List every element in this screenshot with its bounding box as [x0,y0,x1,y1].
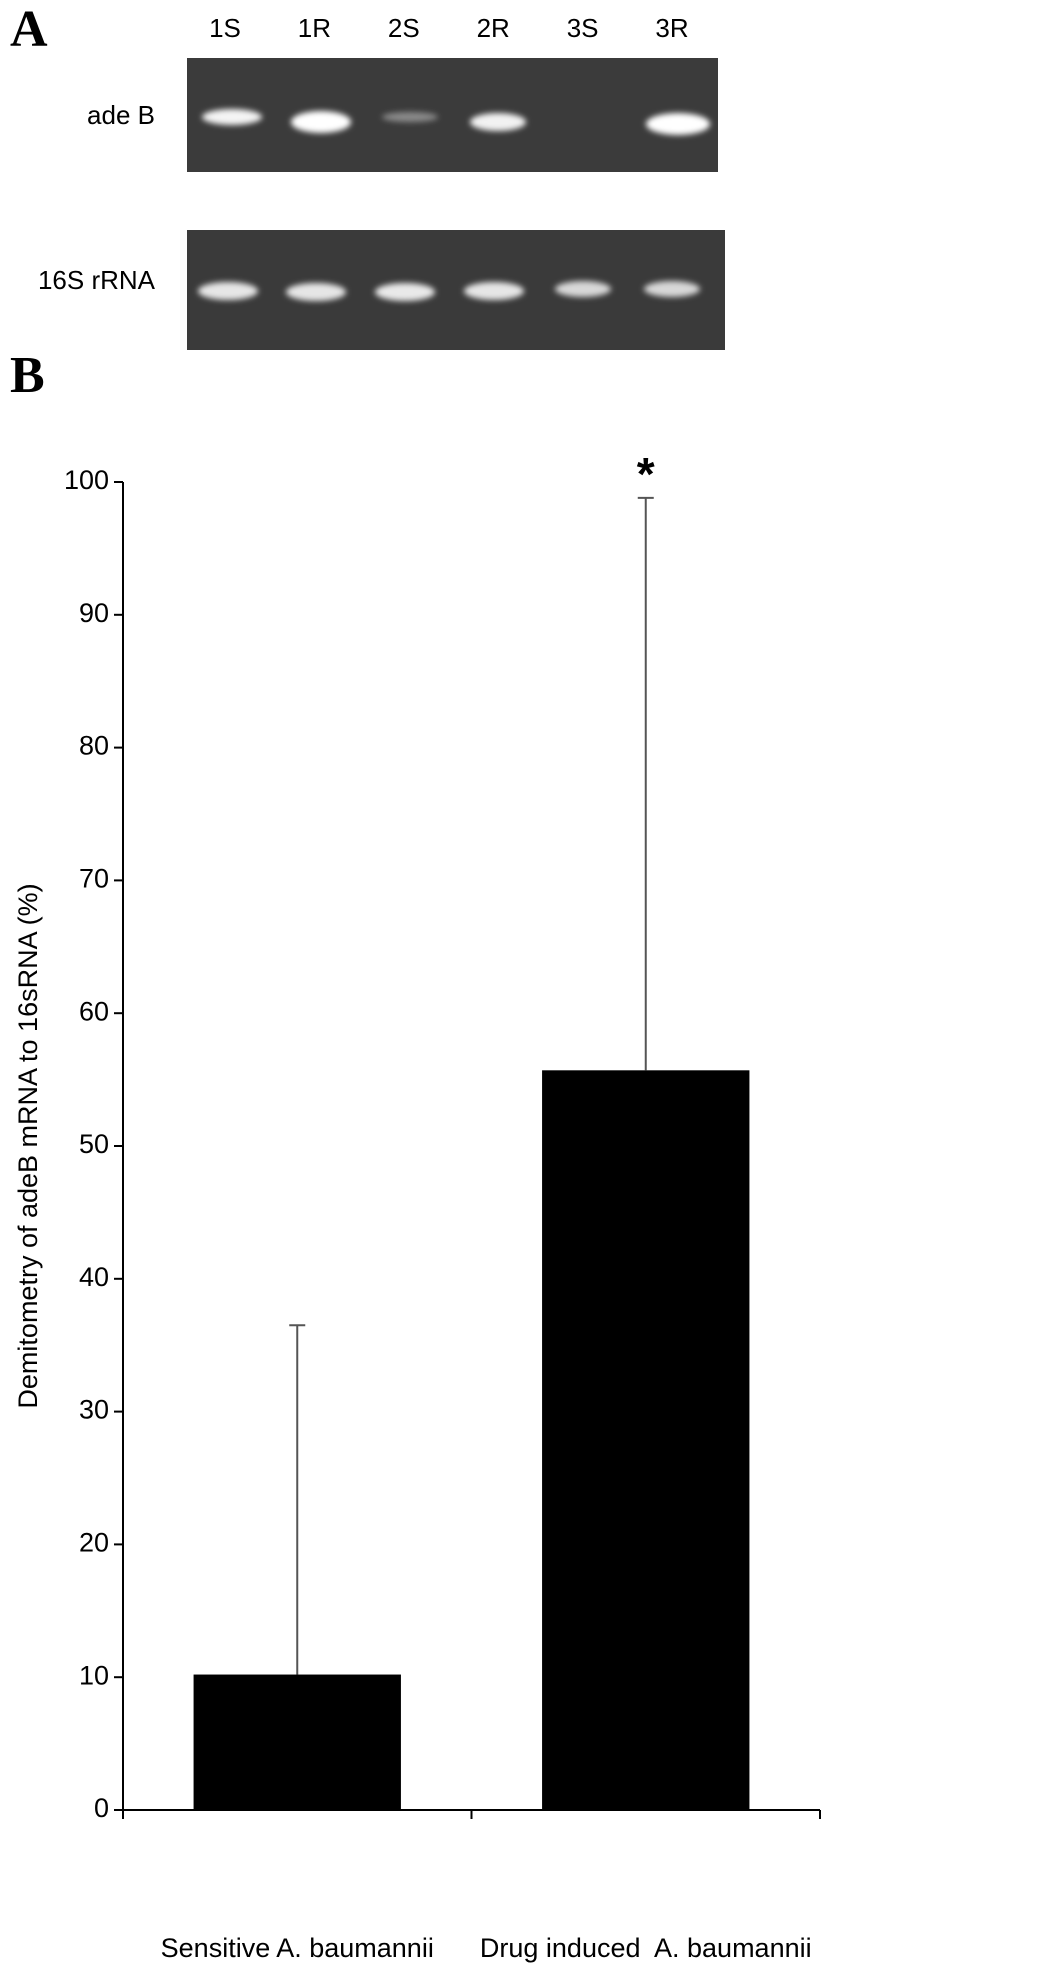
lane-label: 1R [298,13,331,43]
lane-label: 2R [477,13,510,43]
lane-label: 2S [388,13,420,43]
y-axis-label: Demitometry of adeB mRNA to 16sRNA (%) [13,883,43,1408]
bar [193,1674,401,1810]
gel-bands [198,109,710,301]
gel-row-label: 16S rRNA [38,265,156,295]
y-tick-label: 0 [94,1793,109,1823]
x-tick-label: Drug induced A. baumannii [480,1933,812,1963]
bar [542,1070,750,1810]
gel-row-label: ade B [87,100,155,130]
y-tick-label: 60 [79,996,109,1026]
y-tick-label: 10 [79,1660,109,1690]
y-tick-label: 40 [79,1262,109,1292]
gel-image [187,230,725,350]
panel-label: B [10,347,45,404]
significance-marker: * [637,448,655,500]
y-tick-label: 100 [64,465,109,495]
lane-label: 1S [209,13,241,43]
x-tick-label: Sensitive A. baumannii [161,1933,434,1963]
y-tick-label: 90 [79,598,109,628]
y-tick-label: 80 [79,731,109,761]
gel-image [187,58,718,172]
y-tick-label: 20 [79,1528,109,1558]
lane-label: 3S [567,13,599,43]
y-tick-label: 50 [79,1129,109,1159]
panel-label: A [10,1,48,58]
y-tick-label: 30 [79,1395,109,1425]
lane-label: 3R [655,13,688,43]
y-tick-label: 70 [79,864,109,894]
